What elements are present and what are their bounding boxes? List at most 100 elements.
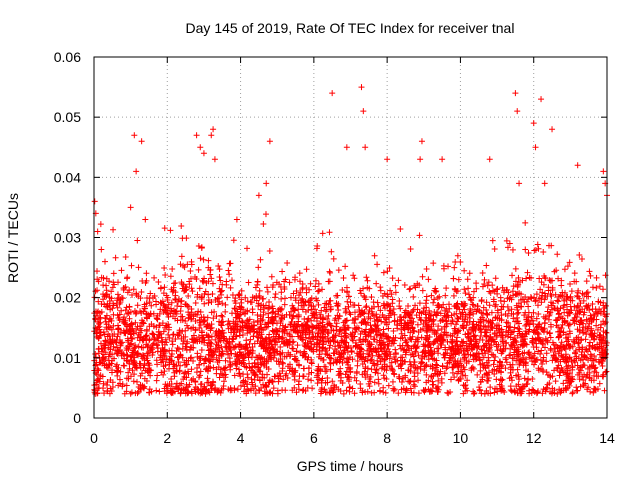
data-point [479,283,486,290]
data-point [389,367,396,374]
data-point [269,378,276,385]
data-point [476,336,483,343]
data-point [580,311,587,318]
data-point [318,307,325,314]
data-point [340,275,347,282]
data-point [126,287,133,294]
data-point [567,297,574,304]
data-point [537,338,544,345]
data-point [392,334,399,341]
data-point [539,289,546,296]
data-point [299,306,306,313]
data-point [384,293,391,300]
data-point [371,360,378,367]
data-point [380,314,387,321]
data-point [272,290,279,297]
data-point [273,327,280,334]
data-point [283,353,290,360]
data-point [488,351,495,358]
data-point [390,327,397,334]
data-point [530,120,537,127]
data-point [188,354,195,361]
data-point [571,303,578,310]
data-point [382,319,389,326]
data-point [451,311,458,318]
data-point [580,297,587,304]
data-point [525,368,532,375]
data-point [586,342,593,349]
data-point [451,374,458,381]
data-point [140,384,147,391]
data-point [257,359,264,366]
data-point [391,386,398,393]
data-point [238,287,245,294]
data-point [388,291,395,298]
data-point [523,316,530,323]
data-point [512,291,519,298]
data-point [305,307,312,314]
data-point [402,374,409,381]
data-point [296,270,303,277]
data-point [97,319,104,326]
data-point [108,388,115,395]
x-tick-label: 2 [163,430,171,446]
data-point [339,351,346,358]
data-point [555,275,562,282]
data-point [126,315,133,322]
data-point [102,337,109,344]
data-point [104,300,111,307]
data-point [596,332,603,339]
data-point [591,368,598,375]
data-point [202,288,209,295]
data-point [457,343,464,350]
data-point [448,320,455,327]
data-point [583,371,590,378]
data-point [188,316,195,323]
data-point [407,385,414,392]
data-point [156,388,163,395]
data-point [558,339,565,346]
data-point [560,329,567,336]
data-point [173,348,180,355]
data-point [556,293,563,300]
data-point [571,315,578,322]
data-point [468,367,475,374]
data-point [519,296,526,303]
data-point [230,344,237,351]
data-point [118,307,125,314]
data-point [362,336,369,343]
data-point [134,390,141,397]
data-point [146,313,153,320]
data-point [417,363,424,370]
data-point [405,367,412,374]
data-point [244,317,251,324]
data-point [160,358,167,365]
data-point [534,323,541,330]
data-point [207,382,214,389]
data-point [532,246,539,253]
data-point [322,326,329,333]
data-point [418,317,425,324]
data-point [567,309,574,316]
data-point [447,389,454,396]
data-point [412,284,419,291]
data-point [546,330,553,337]
data-point [114,304,121,311]
data-point [276,325,283,332]
data-point [576,366,583,373]
data-point [353,377,360,384]
data-point [306,331,313,338]
data-point [177,261,184,268]
data-point [561,309,568,316]
data-point [146,299,153,306]
data-point [566,370,573,377]
data-point [355,313,362,320]
data-point [507,323,514,330]
data-point [378,342,385,349]
data-point [398,330,405,337]
data-point [403,322,410,329]
data-point [502,332,509,339]
data-point [224,321,231,328]
data-point [128,335,135,342]
data-point [256,325,263,332]
